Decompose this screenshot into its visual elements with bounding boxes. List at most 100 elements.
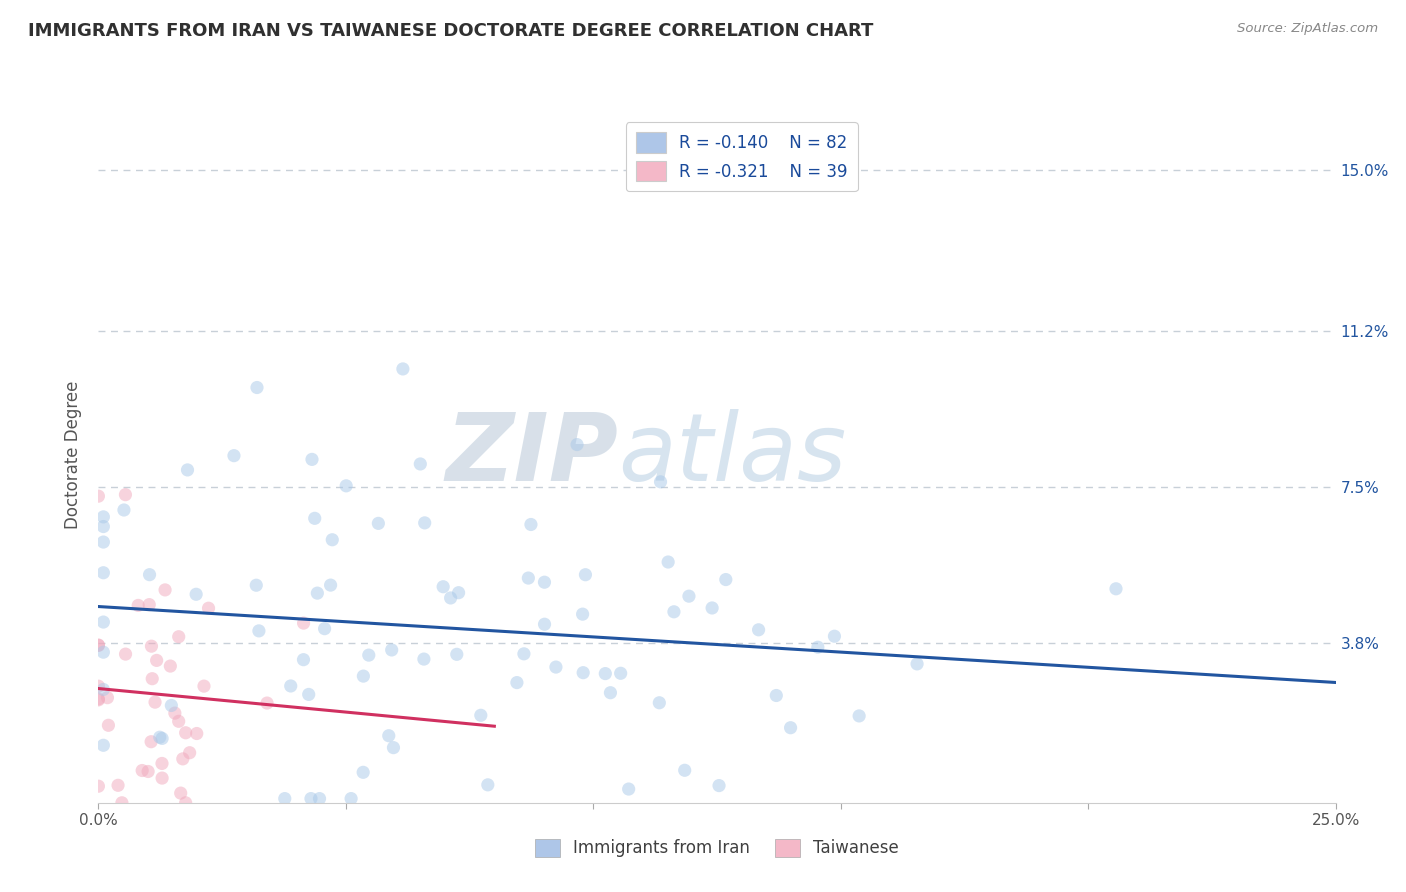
- Point: [367, 516, 389, 531]
- Point: [87, 639, 110, 653]
- Point: [97, 718, 120, 732]
- Point: [172, 752, 194, 766]
- Point: [439, 591, 461, 605]
- Point: [186, 587, 208, 601]
- Point: [174, 725, 197, 739]
- Point: [174, 796, 197, 810]
- Point: [93, 615, 115, 629]
- Point: [141, 639, 163, 653]
- Point: [114, 488, 136, 502]
- Point: [765, 689, 787, 703]
- Point: [138, 567, 160, 582]
- Point: [409, 457, 432, 471]
- Point: [159, 659, 181, 673]
- Point: [321, 533, 343, 547]
- Point: [1105, 582, 1128, 596]
- Point: [308, 791, 330, 805]
- Point: [520, 517, 543, 532]
- Point: [274, 791, 297, 805]
- Point: [139, 735, 162, 749]
- Point: [662, 605, 685, 619]
- Point: [572, 665, 595, 680]
- Point: [247, 624, 270, 638]
- Point: [513, 647, 536, 661]
- Text: ZIP: ZIP: [446, 409, 619, 501]
- Point: [93, 535, 115, 549]
- Point: [131, 764, 153, 778]
- Point: [153, 582, 176, 597]
- Point: [150, 731, 173, 746]
- Point: [163, 706, 186, 720]
- Point: [609, 666, 631, 681]
- Point: [87, 692, 110, 706]
- Point: [352, 669, 374, 683]
- Point: [571, 607, 593, 622]
- Point: [432, 580, 454, 594]
- Point: [848, 709, 870, 723]
- Point: [143, 695, 166, 709]
- Point: [307, 586, 329, 600]
- Point: [87, 638, 110, 652]
- Point: [245, 578, 267, 592]
- Point: [246, 380, 269, 394]
- Point: [87, 693, 110, 707]
- Point: [256, 696, 278, 710]
- Point: [292, 653, 315, 667]
- Point: [823, 629, 845, 643]
- Point: [160, 698, 183, 713]
- Point: [657, 555, 679, 569]
- Point: [150, 756, 173, 771]
- Point: [314, 622, 336, 636]
- Point: [167, 630, 190, 644]
- Point: [340, 791, 363, 805]
- Point: [544, 660, 567, 674]
- Point: [599, 686, 621, 700]
- Point: [87, 679, 110, 693]
- Point: [381, 643, 404, 657]
- Point: [378, 729, 401, 743]
- Point: [319, 578, 342, 592]
- Point: [93, 682, 115, 697]
- Point: [136, 764, 159, 779]
- Point: [107, 778, 129, 792]
- Point: [506, 675, 529, 690]
- Point: [96, 690, 118, 705]
- Point: [714, 573, 737, 587]
- Point: [617, 782, 640, 797]
- Point: [447, 585, 470, 599]
- Point: [93, 645, 115, 659]
- Point: [413, 516, 436, 530]
- Point: [779, 721, 801, 735]
- Point: [565, 437, 588, 451]
- Point: [298, 688, 321, 702]
- Point: [111, 796, 134, 810]
- Point: [412, 652, 434, 666]
- Point: [382, 740, 405, 755]
- Point: [807, 640, 830, 655]
- Point: [470, 708, 492, 723]
- Point: [93, 509, 115, 524]
- Point: [574, 567, 596, 582]
- Point: [186, 726, 208, 740]
- Point: [301, 452, 323, 467]
- Point: [352, 765, 374, 780]
- Point: [149, 730, 172, 744]
- Point: [280, 679, 302, 693]
- Point: [179, 746, 201, 760]
- Point: [335, 479, 357, 493]
- Point: [477, 778, 499, 792]
- Point: [392, 362, 415, 376]
- Point: [748, 623, 770, 637]
- Point: [517, 571, 540, 585]
- Point: [93, 739, 115, 753]
- Point: [170, 786, 193, 800]
- Point: [707, 779, 730, 793]
- Point: [127, 599, 149, 613]
- Text: Source: ZipAtlas.com: Source: ZipAtlas.com: [1237, 22, 1378, 36]
- Point: [87, 489, 110, 503]
- Point: [292, 616, 315, 631]
- Point: [150, 771, 173, 785]
- Point: [193, 679, 215, 693]
- Point: [678, 589, 700, 603]
- Point: [197, 601, 219, 615]
